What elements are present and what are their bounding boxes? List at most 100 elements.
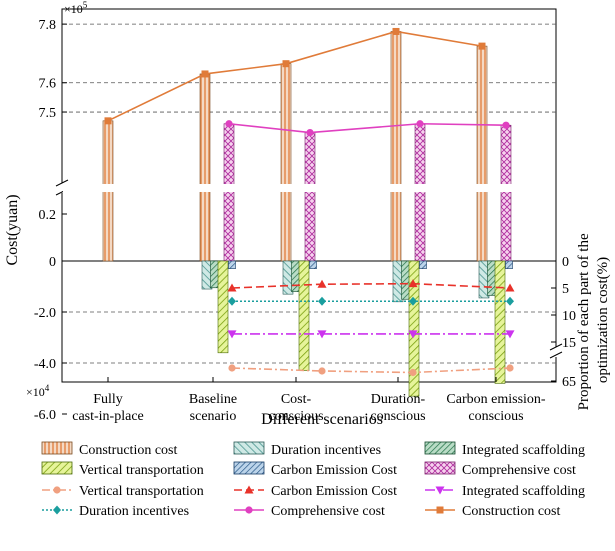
axis-break-mark — [55, 179, 69, 187]
legend-label: Integrated scaffolding — [462, 443, 585, 458]
legend-label: Comprehensive cost — [271, 504, 385, 519]
marker-construction-cost — [104, 117, 112, 125]
x-tick-label: Duration- — [371, 392, 426, 407]
legend-marker — [53, 486, 61, 494]
marker-carbon-emission-cost — [317, 279, 327, 288]
legend-swatch — [41, 461, 73, 475]
x-tick-label: scenario — [190, 409, 237, 424]
axis-break-gap — [551, 347, 561, 357]
marker-comprehensive-cost — [306, 128, 314, 137]
legend-marker — [53, 505, 61, 515]
y-tick-label: 0 — [49, 255, 56, 270]
marker-integrated-scaffolding — [317, 330, 327, 339]
marker-integrated-scaffolding — [408, 330, 418, 339]
bar-carbon — [419, 260, 427, 269]
legend-label: Carbon Emission Cost — [271, 484, 397, 499]
legend-label: Integrated scaffolding — [462, 484, 585, 499]
marker-integrated-scaffolding — [227, 330, 237, 339]
y2-tick-label: 5 — [562, 282, 569, 297]
bar-vertical — [494, 260, 506, 384]
bar-construction — [390, 31, 402, 262]
marker-comprehensive-cost — [502, 121, 510, 129]
legend-marker — [436, 506, 444, 514]
marker-duration-incentives — [409, 296, 417, 306]
marker-construction-cost — [478, 42, 486, 50]
bar-comprehensive — [500, 124, 512, 262]
legend-swatch — [424, 441, 456, 455]
bar-vertical — [217, 260, 229, 354]
x-tick-label: Cost- — [281, 392, 312, 407]
legend-label: Vertical transportation — [79, 484, 204, 499]
marker-construction-cost — [282, 60, 290, 68]
y-tick-label: -2.0 — [34, 306, 56, 321]
x-tick-labels: Fully cast-in-place Baseline scenario Cost-c… — [72, 377, 546, 424]
legend-swatch — [41, 441, 73, 455]
bar-construction — [476, 45, 488, 262]
y2-tick-label: 0 — [562, 255, 569, 270]
marker-construction-cost — [392, 27, 400, 35]
y-tick-label: 7.5 — [39, 106, 57, 121]
legend-marker — [435, 486, 445, 495]
x-tick-label: conscious — [370, 409, 425, 424]
y-tick-label: 7.6 — [39, 77, 57, 92]
bar-construction — [199, 73, 211, 262]
legend: Construction cost Duration incentives Inte… — [41, 441, 585, 519]
marker-comprehensive-cost — [416, 120, 424, 128]
bar-construction — [280, 63, 292, 262]
legend-swatch — [233, 461, 265, 475]
legend-label: Duration incentives — [271, 443, 381, 458]
x-tick-label: conscious — [268, 409, 323, 424]
y-tick-label: 0.2 — [39, 208, 57, 223]
break-gap — [63, 184, 555, 192]
axis-ticks: 7.8 7.6 7.5 0.2 0 -2.0 -4.0 -6.0 0 5 10 15 65 — [34, 18, 576, 423]
axis-break-gap — [57, 183, 67, 193]
bars — [63, 31, 555, 397]
x-axis-title: Different scenarios — [261, 411, 383, 428]
marker-construction-cost — [201, 70, 209, 78]
marker-vertical-transportation — [409, 368, 417, 377]
line-construction-cost — [107, 30, 483, 122]
y-tick-label: -4.0 — [34, 357, 56, 372]
axis-break-mark — [549, 351, 563, 359]
bar-comprehensive — [223, 123, 235, 262]
x-tick-label: Carbon emission- — [446, 392, 545, 407]
y-axis-title: Cost(yuan) — [4, 194, 21, 265]
y2-axis-title: Proportion of each part of the optimizat… — [576, 230, 611, 411]
upper-axis-multiplier: ×105 — [64, 0, 88, 16]
lower-axis-multiplier: ×104 — [26, 383, 50, 399]
legend-swatch — [233, 441, 265, 455]
x-tick-label: conscious — [468, 409, 523, 424]
legend-label: Construction cost — [79, 443, 177, 458]
lines — [104, 27, 515, 377]
y2-tick-label: 15 — [562, 336, 576, 351]
line-vertical-transportation — [231, 367, 511, 374]
marker-carbon-emission-cost — [227, 283, 237, 292]
marker-duration-incentives — [318, 296, 326, 306]
legend-marker — [244, 485, 254, 494]
y-tick-label: -6.0 — [34, 408, 56, 423]
legend-label: Comprehensive cost — [462, 463, 576, 478]
marker-duration-incentives — [228, 296, 236, 306]
bar-comprehensive — [414, 123, 426, 262]
marker-carbon-emission-cost — [408, 279, 418, 288]
marker-duration-incentives — [506, 296, 514, 306]
marker-vertical-transportation — [506, 364, 514, 372]
bar-carbon — [228, 260, 236, 269]
bar-carbon — [309, 260, 317, 269]
axis-break-mark — [549, 343, 563, 351]
line-carbon-emission-cost — [231, 282, 511, 289]
legend-label: Construction cost — [462, 504, 560, 519]
bar-carbon — [505, 260, 513, 269]
plot-frame — [61, 8, 557, 383]
y2-tick-label: 10 — [562, 309, 576, 324]
x-tick-label: Baseline — [189, 392, 237, 407]
bar-vertical — [408, 260, 420, 397]
legend-swatch — [424, 461, 456, 475]
marker-comprehensive-cost — [225, 120, 233, 128]
legend-label: Vertical transportation — [79, 463, 204, 478]
x-tick-label: Fully — [93, 392, 123, 407]
bar-comprehensive — [304, 132, 316, 262]
marker-carbon-emission-cost — [505, 283, 515, 292]
